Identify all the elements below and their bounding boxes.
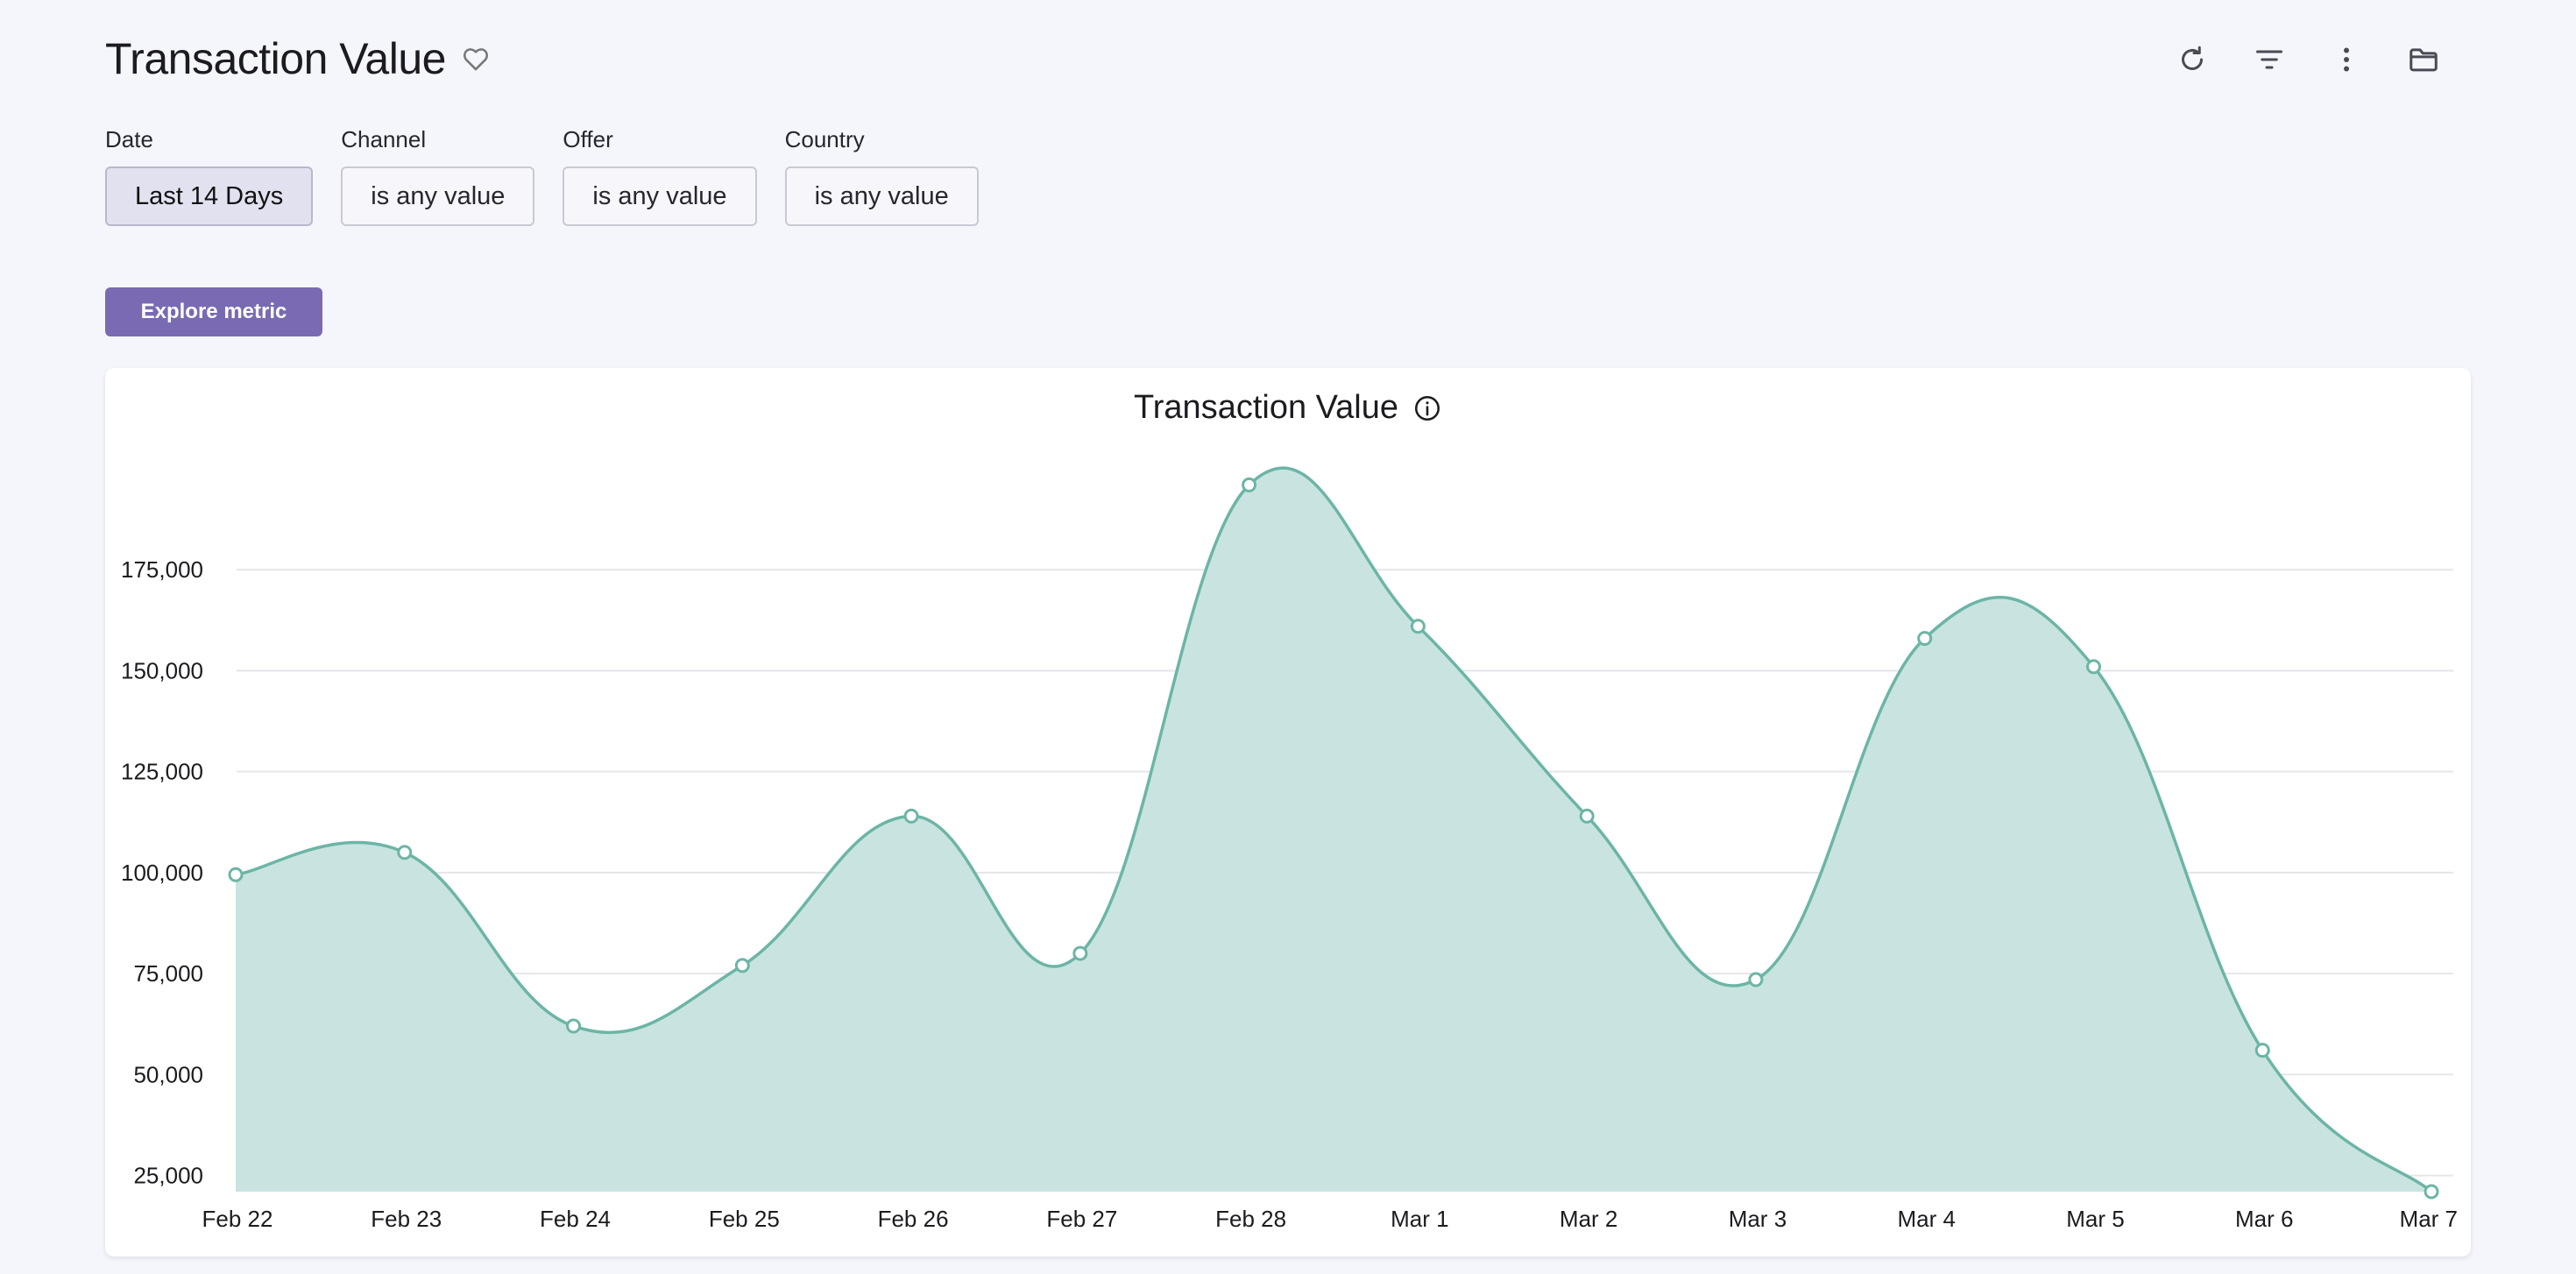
x-tick-label: Mar 1 <box>1391 1206 1448 1232</box>
data-point <box>1917 631 1933 647</box>
x-tick-label: Feb 24 <box>540 1206 611 1232</box>
data-point <box>734 958 750 973</box>
offer-filter-button[interactable]: is any value <box>563 166 757 226</box>
page-title: Transaction Value <box>105 34 446 83</box>
filter-bar: Date Last 14 Days Channel is any value O… <box>105 126 979 226</box>
page-header: Transaction Value <box>105 33 492 84</box>
x-tick-label: Mar 6 <box>2235 1206 2293 1232</box>
x-tick-label: Feb 23 <box>371 1206 442 1232</box>
x-tick-label: Mar 5 <box>2066 1206 2124 1232</box>
x-tick-label: Mar 7 <box>2400 1206 2458 1232</box>
data-point <box>1579 808 1595 824</box>
date-filter-button[interactable]: Last 14 Days <box>105 166 314 226</box>
y-tick-label: 25,000 <box>133 1163 203 1189</box>
chart-card: 25,000 50,000 75,000 100,000 125,000 150,000 1… <box>105 368 2471 1256</box>
x-axis: Feb 22 Feb 23 Feb 24 Feb 25 Feb 26 Feb 27 Feb … <box>202 1206 2458 1232</box>
filter-channel: Channel is any value <box>341 126 535 226</box>
x-tick-label: Mar 3 <box>1729 1206 1787 1232</box>
data-point <box>903 808 919 824</box>
chart-header: Transaction Value <box>105 389 2471 427</box>
data-point <box>1410 619 1426 634</box>
y-tick-label: 100,000 <box>121 860 203 886</box>
data-point <box>2085 659 2101 675</box>
filter-label: Channel <box>341 126 427 152</box>
y-tick-label: 175,000 <box>121 556 203 583</box>
filter-label: Date <box>105 126 153 152</box>
series-area <box>236 468 2431 1192</box>
area-chart: 25,000 50,000 75,000 100,000 125,000 150,000 1… <box>121 466 2458 1232</box>
data-point <box>1748 972 1764 987</box>
data-point <box>1242 477 1257 492</box>
x-tick-label: Feb 27 <box>1046 1206 1117 1232</box>
filter-icon[interactable] <box>2250 40 2289 79</box>
filter-country: Country is any value <box>784 126 979 226</box>
y-tick-label: 75,000 <box>133 960 203 987</box>
y-tick-label: 150,000 <box>121 657 203 683</box>
y-axis: 25,000 50,000 75,000 100,000 125,000 150,000 1… <box>121 556 203 1188</box>
filter-offer: Offer is any value <box>563 126 757 226</box>
series-markers <box>228 477 2439 1200</box>
x-tick-label: Feb 26 <box>878 1206 949 1232</box>
more-vertical-icon[interactable] <box>2327 40 2366 79</box>
country-filter-button[interactable]: is any value <box>784 166 979 226</box>
toolbar <box>2173 40 2443 79</box>
filter-date: Date Last 14 Days <box>105 126 314 226</box>
folder-icon[interactable] <box>2404 40 2443 79</box>
data-point <box>2424 1184 2439 1200</box>
refresh-icon[interactable] <box>2173 40 2212 79</box>
data-point <box>1072 945 1088 961</box>
y-tick-label: 50,000 <box>133 1061 203 1087</box>
data-point <box>2254 1043 2270 1058</box>
x-tick-label: Mar 4 <box>1897 1206 1955 1232</box>
y-tick-label: 125,000 <box>121 759 203 785</box>
x-tick-label: Feb 22 <box>202 1206 273 1232</box>
chart-title: Transaction Value <box>1133 389 1399 426</box>
explore-metric-button[interactable]: Explore metric <box>105 287 322 336</box>
x-tick-label: Feb 28 <box>1215 1206 1286 1232</box>
heart-icon[interactable] <box>460 43 492 74</box>
filter-label: Offer <box>563 126 613 152</box>
x-tick-label: Mar 2 <box>1560 1206 1617 1232</box>
x-tick-label: Feb 25 <box>709 1206 780 1232</box>
filter-label: Country <box>784 126 865 152</box>
data-point <box>397 845 413 860</box>
data-point <box>566 1018 582 1034</box>
info-icon[interactable] <box>1412 393 1442 423</box>
channel-filter-button[interactable]: is any value <box>341 166 535 226</box>
data-point <box>228 867 244 882</box>
series-line <box>235 466 2433 1193</box>
